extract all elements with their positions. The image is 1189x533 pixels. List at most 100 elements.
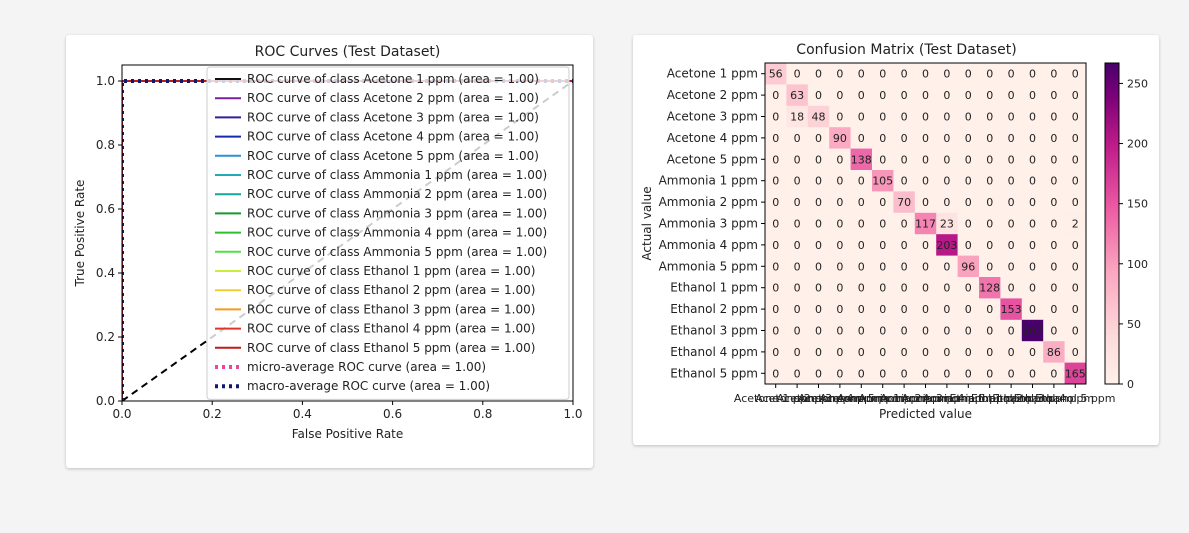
legend-label-5: ROC curve of class Acetone 5 ppm (area =… [247, 149, 539, 163]
heatmap-cell-value: 0 [1050, 153, 1057, 166]
heatmap-cell-value: 0 [901, 132, 908, 145]
heatmap-cell-value: 0 [1050, 282, 1057, 295]
heatmap-cell [914, 255, 937, 278]
y-tick-label: 0.6 [96, 202, 115, 216]
heatmap-cell-value: 0 [1008, 367, 1015, 380]
heatmap-cell [1021, 170, 1044, 192]
heatmap-cell-value: 0 [901, 175, 908, 188]
heatmap-cell [893, 319, 916, 342]
y-tick-label: 0.2 [96, 330, 115, 344]
heatmap-cell [979, 170, 1001, 192]
heatmap-cell-value: 0 [943, 196, 950, 209]
heatmap-cell [850, 277, 873, 299]
heatmap-cell [914, 298, 937, 321]
heatmap-cell [1000, 341, 1023, 364]
heatmap-cell-value: 0 [794, 132, 801, 145]
heatmap-cell [1043, 212, 1066, 235]
heatmap-cell-value: 0 [1050, 68, 1057, 81]
heatmap-cell [1043, 170, 1066, 192]
heatmap-cell-value: 63 [790, 89, 804, 102]
heatmap-cell-value: 0 [965, 132, 972, 145]
heatmap-cell [850, 212, 873, 235]
legend-label-7: ROC curve of class Ammonia 2 ppm (area =… [247, 187, 547, 201]
x-axis-label: Predicted value [879, 407, 972, 421]
heatmap-cell-value: 0 [1050, 303, 1057, 316]
heatmap-cell [1043, 277, 1066, 299]
heatmap-cell [829, 341, 852, 364]
heatmap-cell [914, 127, 937, 150]
heatmap-cell [936, 170, 959, 192]
heatmap-cell-value: 0 [1029, 132, 1036, 145]
heatmap-cell [979, 255, 1001, 278]
heatmap-cell-value: 0 [1029, 68, 1036, 81]
heatmap-cell-value: 0 [943, 68, 950, 81]
heatmap-cell-value: 0 [1008, 153, 1015, 166]
heatmap-cell-value: 0 [1072, 346, 1079, 359]
heatmap-cell-value: 0 [901, 239, 908, 252]
heatmap-cell-value: 0 [858, 196, 865, 209]
heatmap-cell-value: 0 [858, 282, 865, 295]
heatmap-cell [936, 298, 959, 321]
y-tick-label: Ethanol 5 ppm [670, 366, 758, 380]
heatmap-cell [914, 191, 937, 214]
heatmap-cell-value: 0 [772, 175, 779, 188]
heatmap-cell [1043, 191, 1066, 214]
heatmap-cell [893, 298, 916, 321]
heatmap-cell [957, 170, 980, 192]
heatmap-cell-value: 0 [965, 153, 972, 166]
heatmap-cell-value: 0 [1029, 282, 1036, 295]
heatmap-cell [872, 127, 894, 150]
heatmap-cell [936, 212, 959, 235]
heatmap-cell-value: 0 [1072, 196, 1079, 209]
heatmap-cell [957, 277, 980, 299]
heatmap-cell [765, 341, 787, 364]
heatmap-cell [893, 127, 916, 150]
heatmap-cell-value: 0 [1008, 260, 1015, 273]
heatmap-cell-value: 0 [901, 325, 908, 338]
heatmap-cell-value: 0 [815, 303, 822, 316]
heatmap-cell-value: 0 [965, 346, 972, 359]
heatmap-cell-value: 0 [772, 260, 779, 273]
x-tick-label: Ethanol 3 ppm [992, 392, 1072, 405]
heatmap-cell [850, 127, 873, 150]
heatmap-cell [829, 255, 852, 278]
y-tick-label: Ethanol 1 ppm [670, 281, 758, 295]
heatmap-cell-value: 0 [943, 89, 950, 102]
heatmap-cell [872, 341, 894, 364]
heatmap-cell-value: 0 [858, 303, 865, 316]
heatmap-cell [829, 362, 852, 385]
heatmap-cell-value: 0 [772, 153, 779, 166]
heatmap-cell [1043, 127, 1066, 150]
heatmap-cell [829, 105, 852, 128]
heatmap-cell-value: 0 [772, 239, 779, 252]
heatmap-cell [786, 105, 809, 128]
heatmap-cell [1021, 277, 1044, 299]
x-tick-label: Ammonia 3 ppm [880, 392, 971, 405]
heatmap-cell [765, 362, 787, 385]
heatmap-cell [1000, 148, 1023, 171]
heatmap-cell [807, 319, 830, 342]
heatmap-cell-value: 0 [1072, 282, 1079, 295]
heatmap-cell [1043, 341, 1066, 364]
heatmap-cell-value: 0 [879, 218, 886, 231]
confusion-matrix-card: Confusion Matrix (Test Dataset) 56 0 0 0 0 0 0 0… [633, 35, 1159, 445]
chart-title: ROC Curves (Test Dataset) [255, 44, 441, 60]
heatmap-cell [765, 212, 787, 235]
heatmap-cell [1000, 191, 1023, 214]
heatmap-cell [765, 298, 787, 321]
heatmap-cell-value: 90 [833, 132, 847, 145]
x-tick-label: 0.2 [203, 407, 222, 421]
heatmap-cell [1000, 212, 1023, 235]
heatmap-cell [936, 234, 959, 257]
heatmap-cell [979, 127, 1001, 150]
heatmap-cell-value: 0 [815, 68, 822, 81]
y-axis-label: True Positive Rate [73, 180, 87, 288]
heatmap-cell-value: 0 [965, 303, 972, 316]
heatmap-cell [936, 127, 959, 150]
heatmap-cell-value: 0 [772, 218, 779, 231]
heatmap-cell-value: 0 [1050, 111, 1057, 124]
heatmap-cell [1043, 255, 1066, 278]
heatmap-cell [872, 255, 894, 278]
heatmap-cell-value: 0 [836, 303, 843, 316]
heatmap-cell-value: 0 [879, 111, 886, 124]
